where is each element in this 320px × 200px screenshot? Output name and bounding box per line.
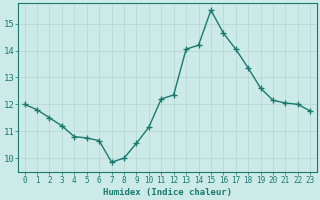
X-axis label: Humidex (Indice chaleur): Humidex (Indice chaleur)	[103, 188, 232, 197]
